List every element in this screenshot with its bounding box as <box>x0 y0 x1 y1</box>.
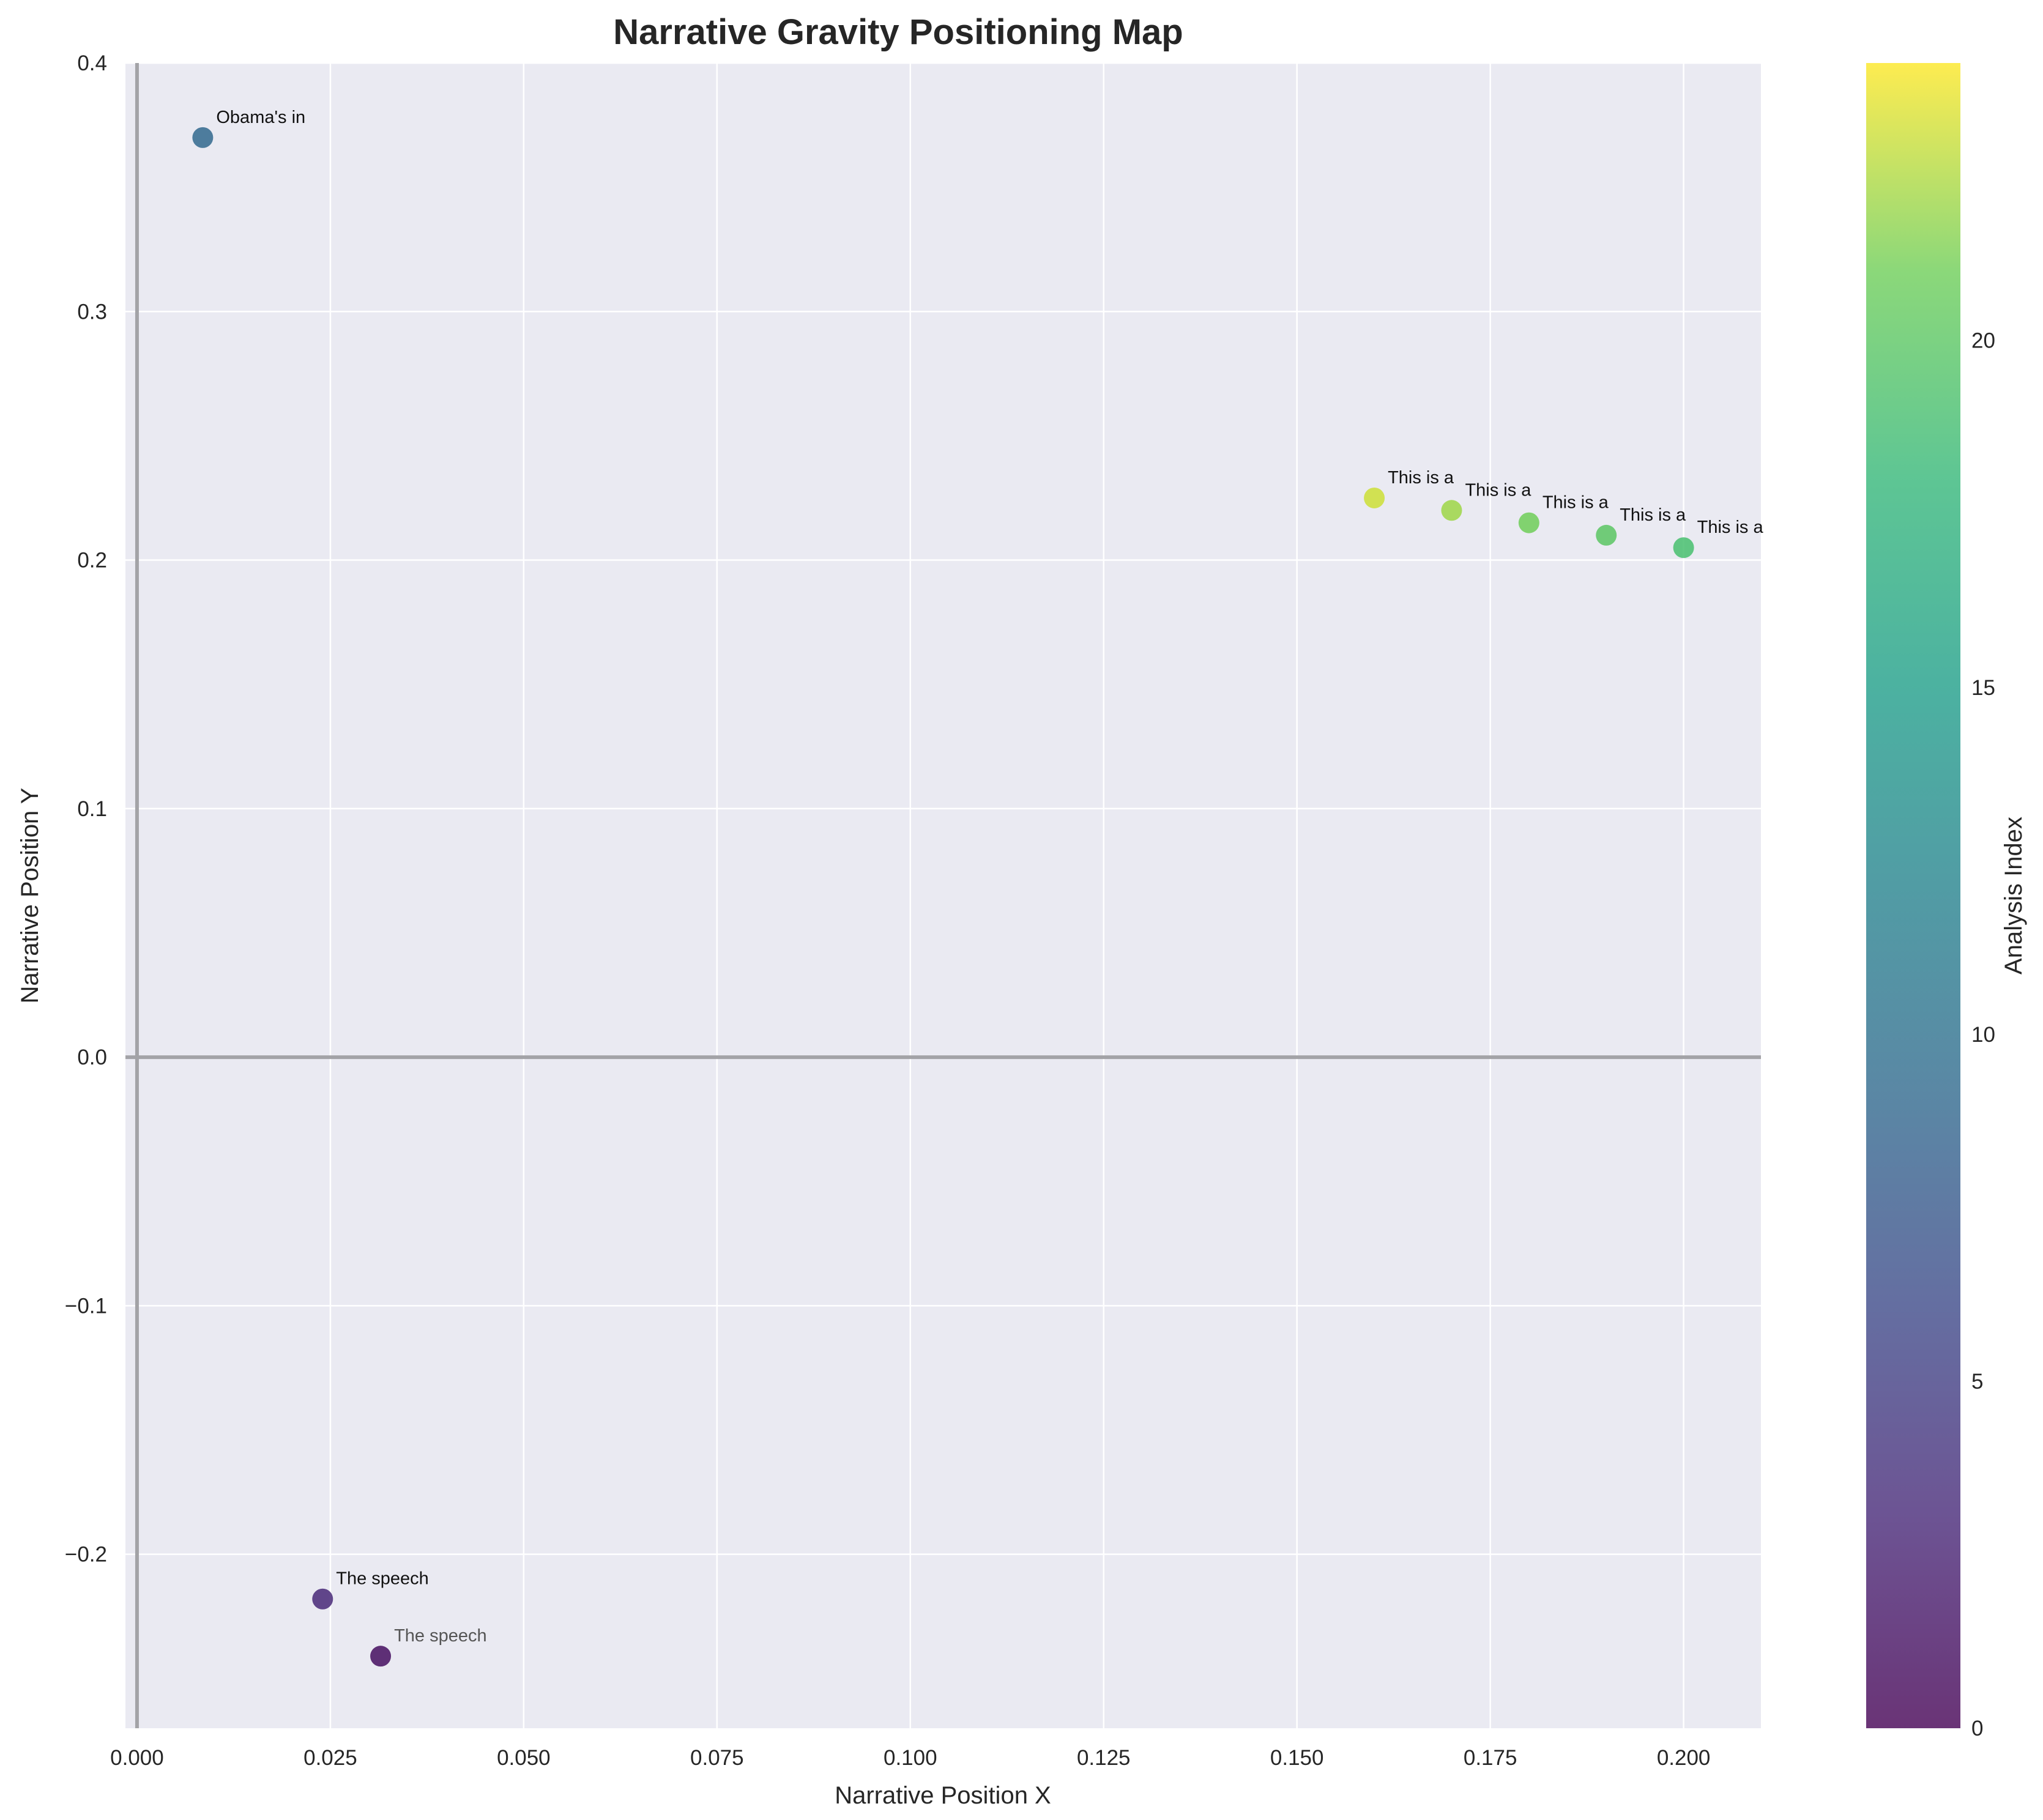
data-point-label: This is a <box>1697 518 1764 537</box>
x-axis-label: Narrative Position X <box>835 1782 1051 1809</box>
reference-lines <box>125 63 1761 1728</box>
x-tick-label: 0.075 <box>690 1746 744 1770</box>
x-tick-label: 0.025 <box>303 1746 357 1770</box>
data-point-label: This is a <box>1465 480 1531 500</box>
x-tick-label: 0.175 <box>1464 1746 1517 1770</box>
colorbar <box>1866 63 1960 1728</box>
data-point-label: The speech <box>336 1569 429 1589</box>
x-tick-label: 0.200 <box>1657 1746 1711 1770</box>
data-points <box>192 127 1694 1667</box>
colorbar-tick-label: 10 <box>1971 1023 1995 1047</box>
data-point <box>1673 537 1694 559</box>
colorbar-tick-label: 5 <box>1971 1370 1983 1394</box>
colorbar-tick-label: 15 <box>1971 676 1995 700</box>
x-tick-label: 0.125 <box>1077 1746 1131 1770</box>
y-tick-labels: −0.2 −0.1 0.0 0.1 0.2 0.3 0.4 <box>65 51 107 1567</box>
chart-title: Narrative Gravity Positioning Map <box>613 12 1183 52</box>
x-tick-label: 0.050 <box>497 1746 551 1770</box>
data-point <box>312 1588 333 1610</box>
data-point <box>192 127 214 148</box>
data-point-label: This is a <box>1388 468 1454 488</box>
point-labels: Obama's in This is a This is a This is a Thi… <box>216 108 1763 1646</box>
x-tick-label: 0.150 <box>1270 1746 1324 1770</box>
y-tick-label: 0.2 <box>77 549 107 573</box>
data-point-label: This is a <box>1620 505 1686 525</box>
colorbar-tick-label: 0 <box>1971 1717 1983 1740</box>
y-tick-label: 0.1 <box>77 797 107 821</box>
colorbar-tick-label: 20 <box>1971 329 1995 353</box>
y-tick-label: 0.4 <box>77 51 107 75</box>
data-point <box>1364 487 1385 508</box>
x-tick-label: 0.000 <box>110 1746 164 1770</box>
y-axis-label: Narrative Position Y <box>17 788 43 1004</box>
y-tick-label: 0.0 <box>77 1046 107 1069</box>
plot-area <box>125 63 1761 1728</box>
colorbar-label: Analysis Index <box>2000 817 2027 975</box>
data-point <box>1441 500 1462 521</box>
y-tick-label: 0.3 <box>77 300 107 324</box>
data-point <box>1518 512 1539 533</box>
data-point-label: This is a <box>1542 493 1609 513</box>
data-point-label: The speech <box>394 1626 487 1646</box>
y-tick-label: −0.1 <box>65 1294 107 1318</box>
colorbar-ticks: 0 5 10 15 20 <box>1971 329 1995 1740</box>
x-tick-label: 0.100 <box>884 1746 937 1770</box>
x-tick-labels: 0.000 0.025 0.050 0.075 0.100 0.125 0.150 0.175… <box>110 1746 1710 1770</box>
data-point <box>1596 524 1617 546</box>
data-point <box>370 1646 392 1667</box>
data-point-label: Obama's in <box>216 108 305 127</box>
y-tick-label: −0.2 <box>65 1543 107 1567</box>
